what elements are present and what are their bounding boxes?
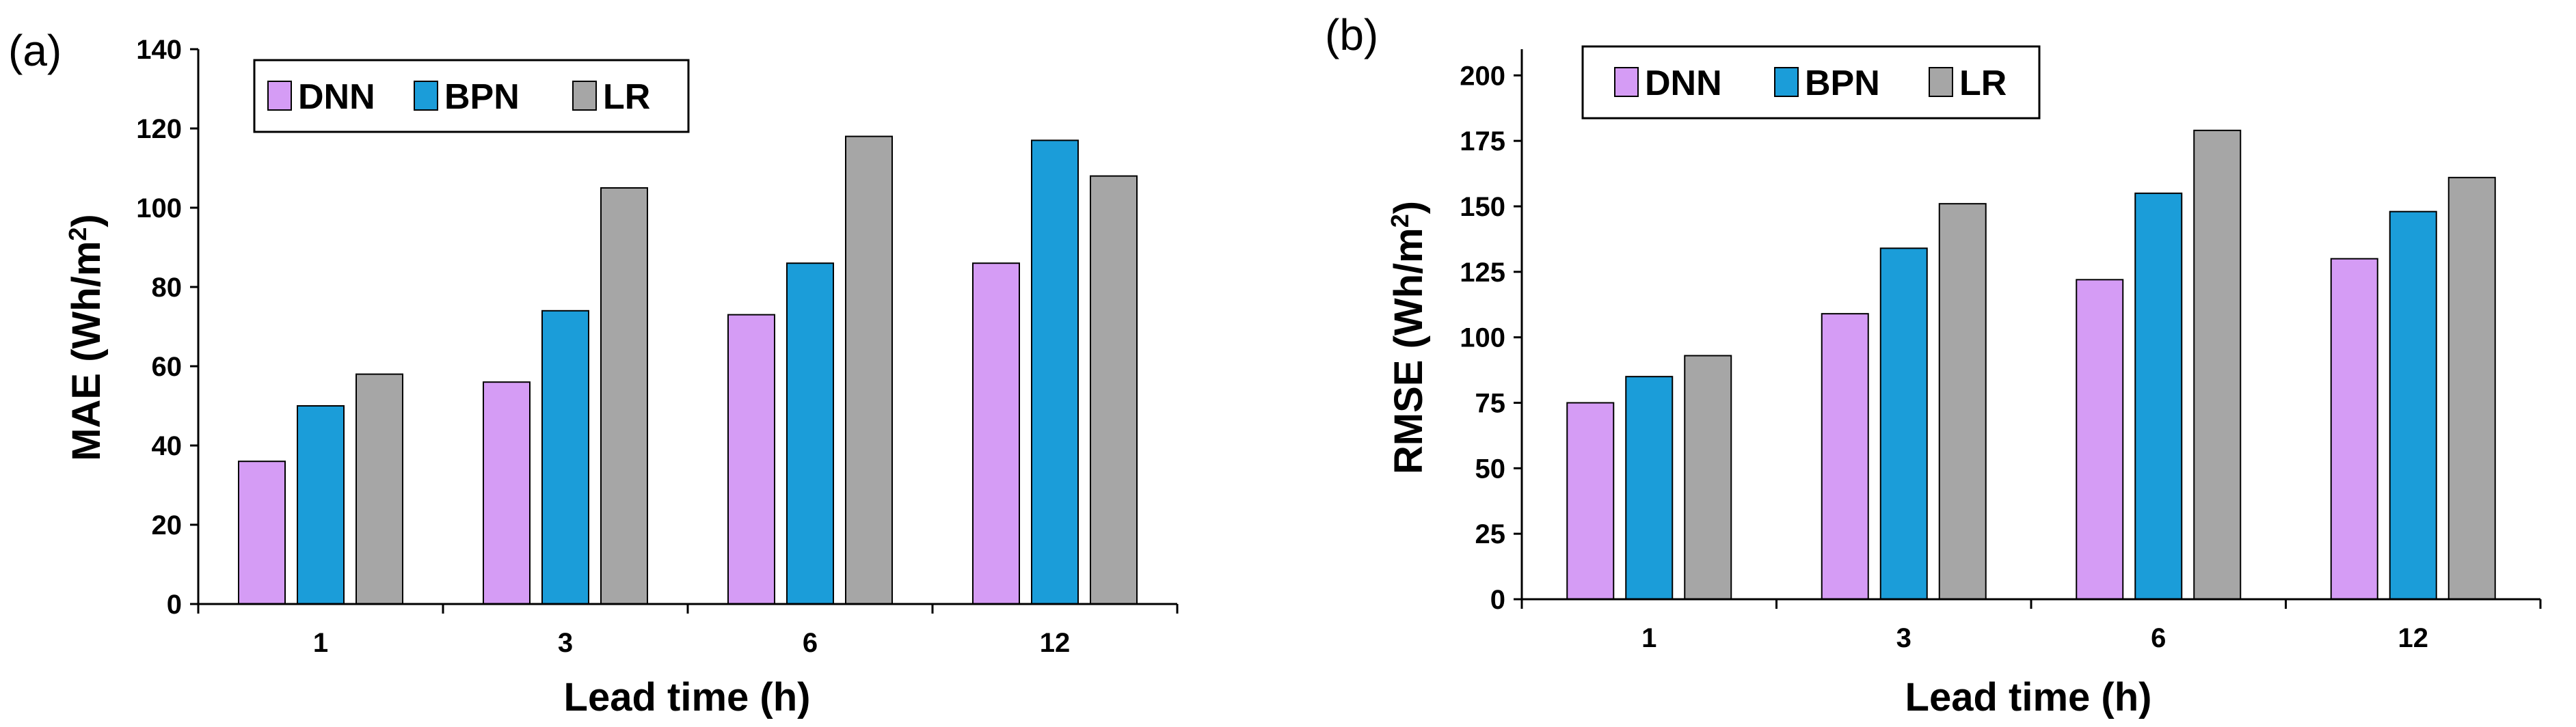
bar-bpn-1-b xyxy=(1625,376,1674,601)
y-tick-label-75-b: 75 xyxy=(1475,389,1506,419)
legend-swatch-dnn-b xyxy=(1614,67,1639,97)
bar-lr-1-b xyxy=(1684,355,1732,600)
bar-dnn-1-b xyxy=(1566,402,1615,600)
y-tick-label-120-a: 120 xyxy=(136,114,182,144)
y-tick-label-150-b: 150 xyxy=(1460,192,1505,222)
plot-area-a: 0 20 40 60 80 100 120 140 1 3 6 12 xyxy=(136,35,1179,658)
y-tick-label-80-a: 80 xyxy=(152,273,183,303)
x-tick-label-6-a: 6 xyxy=(803,628,818,658)
y-tick-label-60-a: 60 xyxy=(152,352,183,382)
legend-label-dnn-a: DNN xyxy=(298,77,375,117)
legend-label-bpn-b: BPN xyxy=(1805,64,1880,103)
y-tick-label-0-a: 0 xyxy=(167,590,182,620)
legend-box-a xyxy=(253,59,690,133)
y-tick-label-140-a: 140 xyxy=(136,35,182,65)
legend-label-dnn-b: DNN xyxy=(1645,64,1722,103)
y-tick-label-125-b: 125 xyxy=(1460,258,1505,288)
bar-lr-1-a xyxy=(355,373,403,605)
y-tick-label-175-b: 175 xyxy=(1460,126,1505,156)
legend-label-lr-b: LR xyxy=(1959,64,2007,103)
x-tick-label-1-b: 1 xyxy=(1641,623,1656,653)
x-tick-label-12-a: 12 xyxy=(1040,628,1071,658)
x-tick-label-6-b: 6 xyxy=(2151,623,2166,653)
bar-lr-12-b xyxy=(2447,176,2496,601)
bar-bpn-12-a xyxy=(1031,139,1079,605)
panel-label-a: (a) xyxy=(8,26,62,75)
legend-label-lr-a: LR xyxy=(603,77,650,117)
bar-lr-3-b xyxy=(1938,203,1987,600)
x-axis-title-a: Lead time (h) xyxy=(564,675,811,719)
legend-swatch-bpn-a xyxy=(414,81,438,111)
plot-area-b: 0 25 50 75 100 125 150 175 200 1 3 6 12 xyxy=(1460,49,2542,653)
x-tick-label-3-b: 3 xyxy=(1896,623,1911,653)
bar-dnn-3-b xyxy=(1821,313,1869,600)
y-tick-label-100-a: 100 xyxy=(136,193,182,223)
chart-panel-b: (b) RMSE (Wh/m2) Lead time (h) 0 25 50 75 10… xyxy=(1325,10,2542,719)
legend-a: DNN BPN LR xyxy=(253,59,690,133)
bar-dnn-1-a xyxy=(238,461,286,605)
bar-lr-12-a xyxy=(1090,175,1138,605)
y-tick-label-100-b: 100 xyxy=(1460,323,1505,353)
y-tick-label-50-b: 50 xyxy=(1475,454,1506,484)
bar-dnn-12-b xyxy=(2330,258,2378,600)
bar-bpn-1-a xyxy=(297,405,345,605)
bar-dnn-12-a xyxy=(972,262,1020,605)
legend-swatch-dnn-a xyxy=(267,81,292,111)
x-tick-label-12-b: 12 xyxy=(2398,623,2429,653)
bar-lr-3-a xyxy=(600,187,648,605)
y-tick-label-25-b: 25 xyxy=(1475,519,1506,549)
bar-dnn-3-a xyxy=(483,381,531,605)
y-tick-label-200-b: 200 xyxy=(1460,61,1505,91)
bar-lr-6-b xyxy=(2193,129,2242,601)
x-tick-label-3-a: 3 xyxy=(558,628,573,658)
y-tick-label-20-a: 20 xyxy=(152,510,183,540)
legend-label-bpn-a: BPN xyxy=(444,77,520,117)
bar-lr-6-a xyxy=(845,135,893,605)
bar-bpn-6-b xyxy=(2134,192,2183,601)
legend-b: DNN BPN LR xyxy=(1581,45,2041,120)
bar-dnn-6-a xyxy=(727,314,775,605)
bar-dnn-6-b xyxy=(2076,279,2124,600)
legend-swatch-lr-a xyxy=(572,81,597,111)
y-tick-label-40-a: 40 xyxy=(152,431,183,461)
bar-bpn-3-b xyxy=(1879,247,1928,601)
panel-label-b: (b) xyxy=(1325,10,1378,59)
x-tick-label-1-a: 1 xyxy=(313,628,328,658)
legend-swatch-lr-b xyxy=(1929,67,1953,97)
legend-box-b xyxy=(1581,45,2041,120)
chart-panel-a: (a) MAE (Wh/m2) Lead time (h) 0 20 40 60 80 1… xyxy=(8,26,1179,719)
bar-bpn-3-a xyxy=(541,310,589,605)
y-tick-label-0-b: 0 xyxy=(1490,585,1505,615)
x-axis-title-b: Lead time (h) xyxy=(1905,675,2152,719)
legend-swatch-bpn-b xyxy=(1774,67,1799,97)
y-axis-title-a: MAE (Wh/m2) xyxy=(64,214,109,461)
bar-bpn-6-a xyxy=(786,262,834,605)
bar-bpn-12-b xyxy=(2389,210,2437,600)
y-axis-title-b: RMSE (Wh/m2) xyxy=(1386,201,1431,474)
